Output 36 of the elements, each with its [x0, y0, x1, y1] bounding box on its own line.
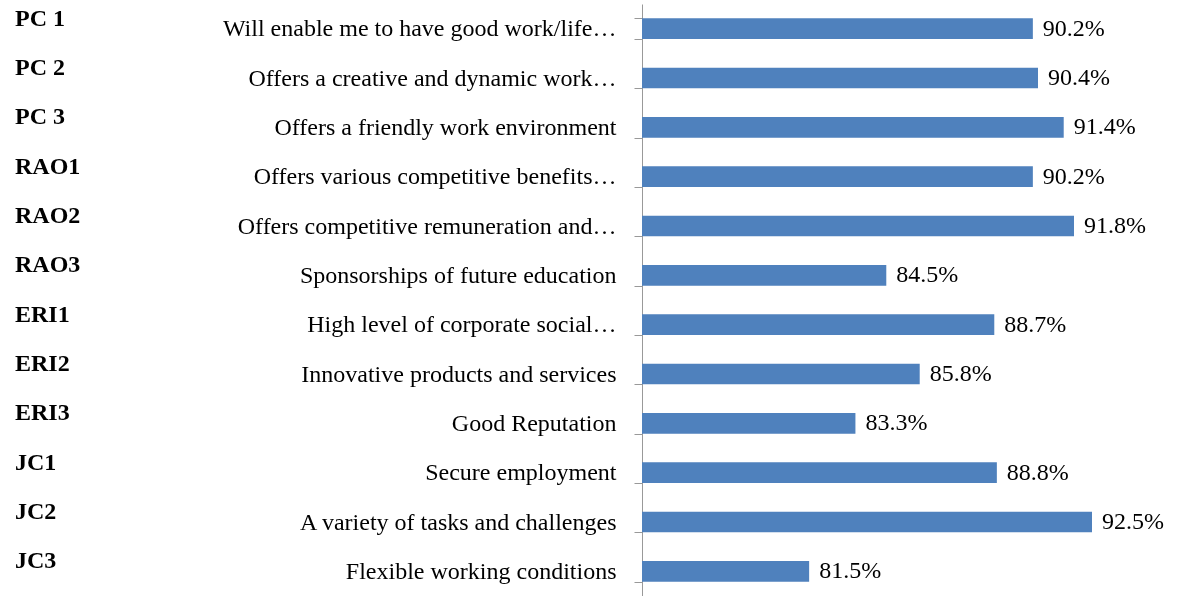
y-tick-label: Offers a creative and dynamic work…: [248, 64, 617, 91]
data-label: 85.8%: [929, 360, 992, 386]
data-label: 88.8%: [1006, 458, 1069, 485]
data-label: 91.4%: [1073, 113, 1136, 140]
text: PC 2: [15, 54, 65, 80]
y-tick-label: Sponsorships of future education: [299, 261, 617, 288]
y-tick-label: High level of corporate social…: [307, 311, 617, 338]
text: ERI3: [15, 399, 70, 426]
data-label: 90.2%: [1042, 14, 1105, 41]
text: PC 1: [15, 4, 65, 31]
y-tick-label: Innovative products and services: [301, 360, 617, 387]
text: RAO2: [15, 202, 81, 228]
y-tick-label: Offers competitive remuneration and…: [237, 212, 617, 239]
data-label: 84.5%: [896, 261, 959, 288]
data-label: 83.3%: [865, 409, 928, 436]
text: RAO3: [15, 251, 81, 278]
text: RAO1: [15, 152, 81, 179]
y-tick-label: Offers various competitive benefits…: [253, 163, 617, 190]
text: ERI1: [15, 300, 70, 327]
data-label: 81.5%: [819, 557, 882, 584]
data-label: 90.4%: [1048, 64, 1110, 90]
y-tick-label: Will enable me to have good work/life…: [222, 15, 617, 42]
y-tick-label: Flexible working conditions: [345, 557, 617, 584]
data-label: 91.8%: [1084, 212, 1146, 238]
data-label: 92.5%: [1102, 508, 1164, 534]
data-label: 88.7%: [1004, 310, 1067, 337]
y-tick-label: Secure employment: [425, 459, 617, 486]
text: JC3: [15, 547, 57, 574]
y-tick-label: Good Reputation: [451, 409, 617, 436]
text: PC 3: [15, 103, 65, 130]
text: ERI2: [15, 350, 70, 376]
text: JC2: [15, 498, 57, 524]
y-tick-label: A variety of tasks and challenges: [299, 508, 617, 535]
text: JC1: [15, 448, 57, 475]
data-label: 90.2%: [1042, 162, 1105, 189]
y-tick-label: Offers a friendly work environment: [274, 113, 617, 140]
